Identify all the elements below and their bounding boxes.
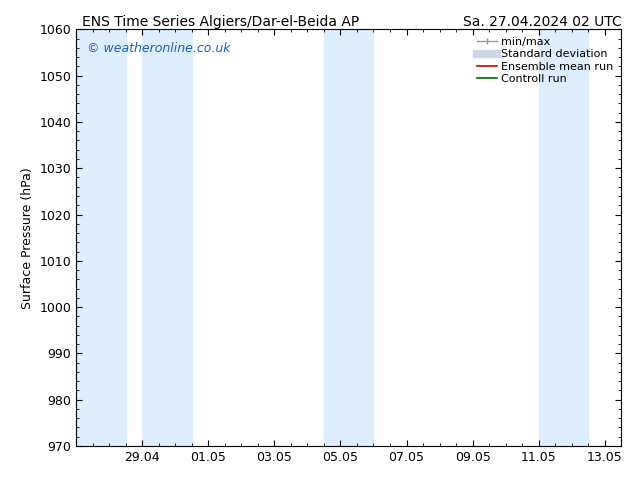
Legend: min/max, Standard deviation, Ensemble mean run, Controll run: min/max, Standard deviation, Ensemble me… bbox=[472, 33, 618, 88]
Text: ENS Time Series Algiers/Dar-el-Beida AP: ENS Time Series Algiers/Dar-el-Beida AP bbox=[82, 15, 359, 29]
Bar bbox=[76, 29, 126, 446]
Text: © weatheronline.co.uk: © weatheronline.co.uk bbox=[87, 42, 231, 55]
Bar bbox=[539, 29, 588, 446]
Y-axis label: Surface Pressure (hPa): Surface Pressure (hPa) bbox=[21, 167, 34, 309]
Bar bbox=[324, 29, 373, 446]
Bar bbox=[142, 29, 191, 446]
Text: Sa. 27.04.2024 02 UTC: Sa. 27.04.2024 02 UTC bbox=[463, 15, 621, 29]
